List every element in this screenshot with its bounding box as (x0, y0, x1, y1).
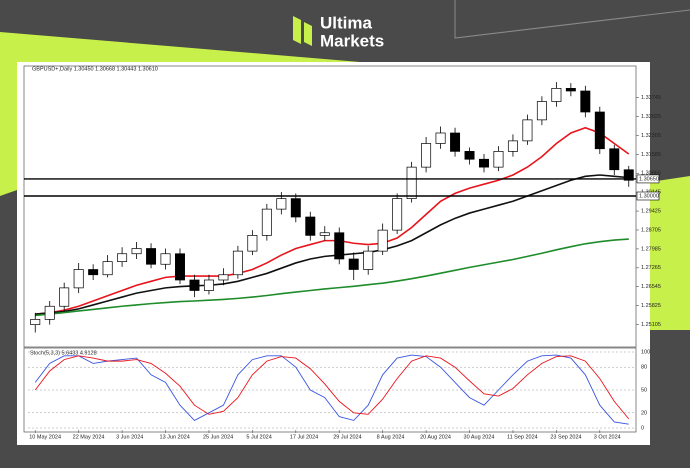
y-tick-label: 1.28705 (641, 227, 661, 233)
candle-body (594, 111, 605, 150)
candle-body (175, 253, 185, 281)
y-tick-label: 1.33025 (641, 114, 661, 120)
x-tick-label: 13 Jun 2024 (160, 434, 190, 440)
x-tick-label: 29 Jul 2024 (333, 434, 361, 440)
candle-body (580, 90, 591, 113)
x-tick-label: 3 Oct 2024 (594, 434, 621, 440)
y-tick-label: 50 (641, 387, 647, 393)
candle-body (218, 274, 229, 281)
candle-body (88, 269, 99, 276)
plot: GBPUSD+,Daily 1.30450 1.30668 1.30443 1.… (23, 65, 661, 440)
candle-body (551, 88, 562, 102)
accent-band (0, 32, 360, 196)
brand-text: Markets (320, 31, 384, 50)
chart-title: GBPUSD+,Daily 1.30450 1.30668 1.30443 1.… (32, 66, 158, 72)
x-tick-label: 10 May 2024 (29, 434, 61, 440)
y-tick-label: 1.27265 (641, 265, 661, 271)
y-tick-label: 80 (641, 365, 647, 371)
candle-body (146, 248, 157, 265)
panel-frame (23, 347, 637, 433)
moving-average (35, 238, 629, 317)
y-tick-label: 100 (641, 349, 650, 355)
candle-body (261, 208, 272, 236)
oscillator-line (34, 355, 630, 420)
x-tick-label: 3 Jun 2024 (116, 434, 143, 440)
y-tick-label: 1.26545 (641, 284, 661, 290)
candle-body (102, 261, 113, 276)
candle-body (247, 235, 258, 252)
candle-body (189, 279, 200, 291)
y-tick-label: 20 (641, 410, 647, 416)
y-tick-label: 1.27985 (641, 246, 661, 252)
candle-body (348, 258, 359, 270)
candle-body (334, 232, 345, 260)
candle-body (392, 198, 403, 231)
logo-mark (304, 22, 312, 46)
y-tick-label: 1.25825 (641, 303, 661, 309)
y-tick-label: 1.31585 (641, 152, 661, 158)
candle-body (623, 169, 634, 181)
y-tick-label: 0 (641, 425, 644, 431)
level-label: 1.30650 (639, 176, 659, 182)
candle-body (464, 151, 475, 160)
x-tick-label: 20 Aug 2024 (420, 434, 451, 440)
indicator-title: Stoch(5,3,3) 5.6433 4.9128 (30, 350, 97, 356)
x-tick-label: 30 Aug 2024 (464, 434, 495, 440)
moving-average (35, 126, 630, 315)
candle-body (609, 148, 620, 171)
candle-body (450, 132, 461, 152)
x-tick-label: 17 Jul 2024 (290, 434, 318, 440)
candle-body (203, 279, 214, 291)
candle-body (59, 287, 70, 307)
y-tick-label: 1.30865 (641, 171, 661, 177)
candle-body (435, 132, 446, 144)
chart-panel (17, 62, 650, 445)
candle-body (160, 253, 171, 265)
level-label-box (636, 191, 660, 201)
logo-mark (293, 16, 301, 44)
candle-body (305, 216, 316, 236)
candle-body (377, 229, 388, 252)
candle-body (30, 319, 41, 325)
level-label-box (636, 174, 660, 184)
level-label: 1.30000 (639, 193, 659, 199)
x-tick-label: 25 Jun 2024 (203, 434, 233, 440)
x-tick-label: 5 Jul 2024 (246, 434, 271, 440)
panel-frame (23, 65, 637, 348)
candle-body (493, 151, 504, 168)
x-tick-label: 11 Sep 2024 (507, 434, 538, 440)
candle-body (536, 101, 547, 121)
y-tick-label: 1.29425 (641, 209, 661, 215)
candle-body (363, 250, 374, 270)
candle-body (131, 248, 142, 255)
oscillator-line (34, 354, 629, 425)
y-tick-label: 1.32305 (641, 133, 661, 139)
candle-body (507, 140, 518, 152)
x-tick-label: 23 Sep 2024 (550, 434, 581, 440)
y-tick-label: 1.33745 (641, 95, 661, 101)
moving-average (35, 174, 629, 315)
accent-band (650, 176, 690, 330)
candle-body (565, 88, 576, 92)
candle-body (421, 143, 432, 168)
candle-body (44, 305, 55, 320)
candle-body (73, 269, 84, 289)
x-tick-label: 8 Aug 2024 (377, 434, 405, 440)
y-tick-label: 1.25105 (641, 322, 661, 328)
candle-body (406, 166, 417, 199)
candle-body (117, 253, 128, 262)
x-tick-label: 22 May 2024 (73, 434, 105, 440)
decor-line (454, 0, 690, 39)
candle-body (319, 232, 330, 236)
candle-body (522, 119, 533, 142)
candle-body (232, 250, 243, 276)
candle-body (290, 198, 301, 218)
brand-text: Ultima (320, 13, 373, 32)
candle-body (479, 158, 489, 168)
candle-body (276, 198, 287, 210)
